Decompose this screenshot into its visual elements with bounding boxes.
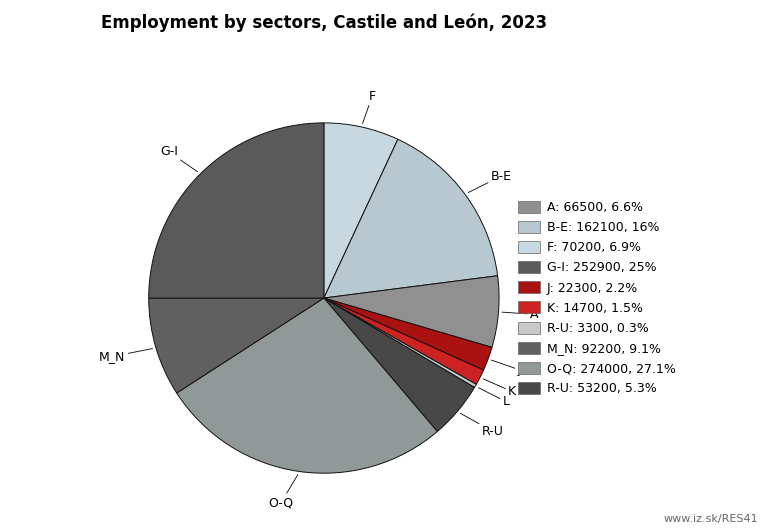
Text: L: L bbox=[479, 388, 510, 408]
Wedge shape bbox=[149, 123, 324, 298]
Text: O-Q: O-Q bbox=[268, 475, 298, 509]
Wedge shape bbox=[177, 298, 437, 473]
Text: M_N: M_N bbox=[99, 348, 152, 363]
Wedge shape bbox=[324, 139, 497, 298]
Wedge shape bbox=[324, 276, 499, 347]
Wedge shape bbox=[324, 298, 476, 387]
Text: K: K bbox=[483, 379, 516, 398]
Text: G-I: G-I bbox=[160, 145, 198, 172]
Wedge shape bbox=[324, 123, 398, 298]
Text: F: F bbox=[363, 90, 375, 123]
Text: www.iz.sk/RES41: www.iz.sk/RES41 bbox=[664, 514, 759, 524]
Text: J: J bbox=[491, 360, 522, 376]
Title: Employment by sectors, Castile and León, 2023: Employment by sectors, Castile and León,… bbox=[101, 13, 547, 32]
Legend: A: 66500, 6.6%, B-E: 162100, 16%, F: 70200, 6.9%, G-I: 252900, 25%, J: 22300, 2.: A: 66500, 6.6%, B-E: 162100, 16%, F: 702… bbox=[514, 197, 680, 399]
Text: B-E: B-E bbox=[468, 170, 511, 193]
Text: A: A bbox=[502, 308, 539, 321]
Wedge shape bbox=[324, 298, 475, 431]
Text: R-U: R-U bbox=[461, 413, 504, 438]
Wedge shape bbox=[324, 298, 492, 370]
Wedge shape bbox=[149, 298, 324, 393]
Wedge shape bbox=[324, 298, 483, 384]
